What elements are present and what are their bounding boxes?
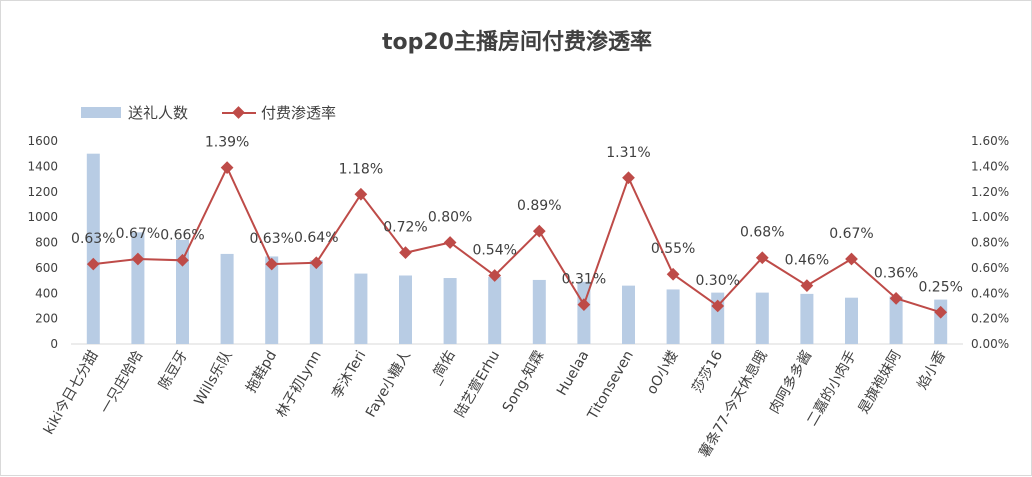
legend-swatch-bar [81,107,121,118]
bar [220,253,234,344]
y-right-tick-label: 1.00% [971,210,1009,224]
category-label: Song-知霖 [499,348,548,416]
bar [532,279,546,344]
bar [131,232,145,344]
line-point [399,246,412,260]
data-label: 0.64% [294,230,338,246]
category-label: 一只庄哈哈 [97,348,147,417]
category-label: 莎莎16 [689,348,726,396]
line-point [220,161,234,175]
bar [488,276,502,344]
y-right-tick-label: 0.20% [971,312,1009,326]
legend-label-line: 付费渗透率 [261,104,336,122]
line-point [666,267,680,281]
line-point [176,253,189,267]
y-left-tick-label: 400 [35,286,58,300]
bar [755,292,769,344]
category-label: 拖鞋pd [243,348,280,396]
category-label: 李沐Teri [329,348,369,401]
data-label: 1.39% [205,135,249,151]
data-label: 0.30% [695,273,739,289]
y-right-tick-label: 0.60% [971,261,1009,275]
data-label: 1.31% [606,145,650,161]
line-point [354,187,368,201]
y-left-tick-label: 600 [35,261,58,275]
legend-marker [232,106,245,119]
data-label: 0.63% [249,231,293,247]
bar [889,296,903,344]
line-point [131,252,145,266]
category-label: 肉呵多多酱 [766,348,816,417]
y-right-tick-label: 0.80% [971,236,1009,250]
data-label: 0.89% [517,198,561,214]
bar [176,239,189,344]
data-label: 0.25% [918,279,962,295]
bar [443,278,457,344]
data-label: 0.80% [428,210,472,226]
y-right-tick-label: 1.40% [971,159,1009,173]
data-label: 1.18% [339,161,383,177]
bar [354,273,368,344]
chart-title: top20主播房间付费渗透率 [382,29,652,55]
line-point [443,236,457,249]
y-right-tick-label: 1.60% [971,134,1009,148]
y-left-tick-label: 800 [35,236,58,250]
category-label: 陈豆牙 [155,348,191,393]
line-point [265,257,279,271]
category-label: Huelaa [554,348,592,398]
legend: 送礼人数 付费渗透率 [81,104,336,122]
data-label: 0.36% [874,265,918,281]
data-label: 0.72% [383,220,427,236]
line-point [488,269,502,282]
y-right-tick-label: 0.00% [971,337,1009,351]
y-left-tick-label: 1200 [27,185,58,199]
y-left-tick-label: 1600 [27,134,58,148]
y-left-tick-label: 200 [35,312,58,326]
data-label: 0.67% [116,226,160,242]
data-label: 0.66% [160,227,204,243]
y-left-tick-label: 0 [50,337,58,351]
line-point [622,171,635,185]
category-label: oO小楼 [644,348,682,397]
line-point [309,256,323,270]
plot-area: 0 200 400 600 800 1000 1200 1400 1600 0.00% 0.20% 0… [27,134,1009,461]
bar [265,256,279,344]
category-label: Titonseven [584,348,637,423]
category-label: kiki今日七分甜 [41,348,102,437]
category-label: _简佑 [426,348,459,388]
category-label: 林子初Lynn [273,348,325,421]
data-label: 0.54% [472,242,516,258]
line-point [800,279,814,293]
bar [666,289,680,344]
bar [622,285,635,344]
y-left-tick-label: 1400 [27,159,58,173]
data-label: 0.63% [71,231,115,247]
bar [399,275,412,344]
y-right-tick-label: 1.20% [971,185,1009,199]
legend-label-bar: 送礼人数 [128,104,188,122]
bar [86,153,100,344]
bar [800,293,814,344]
category-label: 是旗袍妹阿 [856,348,905,417]
data-label: 0.68% [740,225,784,241]
category-label: Wills乐队 [191,348,235,408]
data-label: 0.31% [562,272,606,288]
category-label: Faye小糖人 [363,348,414,420]
line-point [86,257,100,271]
category-label: 焰小香 [914,348,949,392]
line-series [93,165,941,314]
data-label: 0.67% [829,226,873,242]
data-label: 0.55% [651,241,695,257]
data-label: 0.46% [785,253,829,269]
y-right-tick-label: 0.40% [971,286,1009,300]
bar [845,297,858,344]
bar [309,260,323,344]
category-label: 陆艺萱Erhu [452,348,503,420]
y-left-tick-label: 1000 [27,210,58,224]
